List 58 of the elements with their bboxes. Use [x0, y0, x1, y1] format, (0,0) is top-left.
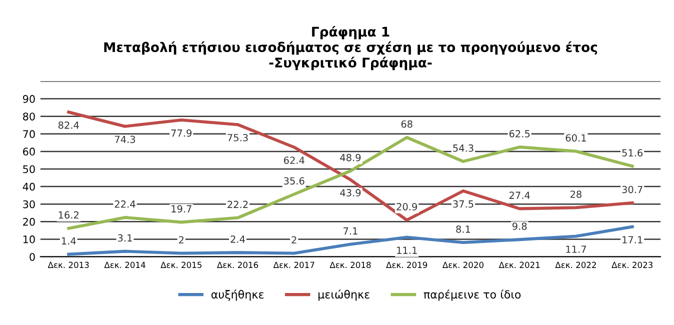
y-tick-label: 70 — [23, 130, 35, 138]
x-tick-label: Δεκ. 2020 — [442, 262, 484, 268]
y-tick-label: 20 — [23, 218, 35, 226]
y-tick-label: 80 — [23, 112, 35, 120]
data-label: 27.4 — [509, 192, 530, 199]
data-label: 22.4 — [114, 200, 136, 208]
data-label: 16.2 — [58, 211, 78, 219]
y-tick-label: 30 — [23, 200, 35, 208]
data-label: 9.8 — [512, 222, 527, 230]
data-label: 1.4 — [62, 237, 76, 244]
data-label: 2.4 — [230, 236, 245, 243]
y-tick-label: 90 — [22, 95, 35, 103]
y-tick-label: 60 — [23, 148, 35, 156]
y-tick-label: 40 — [22, 182, 35, 191]
data-label: 54.3 — [453, 144, 474, 152]
x-tick-label: Δεκ. 2013 — [48, 262, 89, 268]
data-label: 30.7 — [622, 186, 642, 194]
data-label: 2 — [178, 236, 184, 244]
x-tick-label: Δεκ. 2017 — [273, 262, 314, 268]
data-label: 20.9 — [396, 203, 417, 210]
x-tick-label: Δεκ. 2015 — [160, 262, 202, 268]
data-label: 43.9 — [340, 189, 361, 196]
x-tick-label: Δεκ. 2023 — [612, 262, 652, 268]
data-label: 28 — [570, 190, 582, 198]
y-tick-label: 0 — [30, 252, 35, 261]
x-tick-label: Δεκ. 2021 — [498, 262, 540, 268]
data-label: 82.4 — [58, 121, 79, 129]
data-label: 11.7 — [566, 246, 586, 253]
data-label: 68 — [401, 120, 412, 128]
x-tick-label: Δεκ. 2022 — [555, 262, 596, 268]
y-tick-label: 10 — [23, 235, 35, 244]
data-label: 35.6 — [284, 177, 304, 185]
x-tick-label: Δεκ. 2018 — [330, 262, 371, 268]
data-label: 8.1 — [456, 226, 470, 233]
x-tick-label: Δεκ. 2019 — [386, 262, 428, 268]
data-label: 7.1 — [344, 227, 358, 234]
data-label: 77.9 — [171, 129, 192, 137]
data-label: 60.1 — [566, 134, 586, 142]
data-label: 75.3 — [228, 134, 248, 142]
data-label: 3.1 — [118, 234, 132, 242]
data-label: 74.3 — [114, 136, 136, 144]
data-label: 48.9 — [340, 154, 361, 162]
y-tick-label: 50 — [23, 165, 35, 174]
data-label: 22.2 — [228, 200, 248, 208]
x-tick-label: Δεκ. 2014 — [104, 262, 146, 268]
data-label: 62.4 — [284, 156, 304, 164]
data-label: 51.6 — [622, 149, 643, 157]
data-label: 17.1 — [622, 236, 642, 244]
data-label: 11.1 — [397, 246, 417, 254]
legend-label: παρέμεινε το ίδιο — [424, 290, 521, 301]
data-label: 62.5 — [509, 130, 530, 138]
legend-label: μειώθηκε — [318, 290, 370, 301]
legend-label: αυξήθηκε — [211, 290, 264, 301]
data-label: 37.5 — [453, 200, 474, 208]
data-label: 19.7 — [172, 205, 192, 212]
data-label: 2 — [292, 236, 296, 244]
chart-title: Γράφημα 1 Μεταβολή ετήσιου εισοδήματος σε σχέση με το προηγούμενο έτος -Συγκριτικό Γράφημα- — [104, 26, 598, 70]
x-tick-label: Δεκ. 2016 — [216, 262, 258, 268]
